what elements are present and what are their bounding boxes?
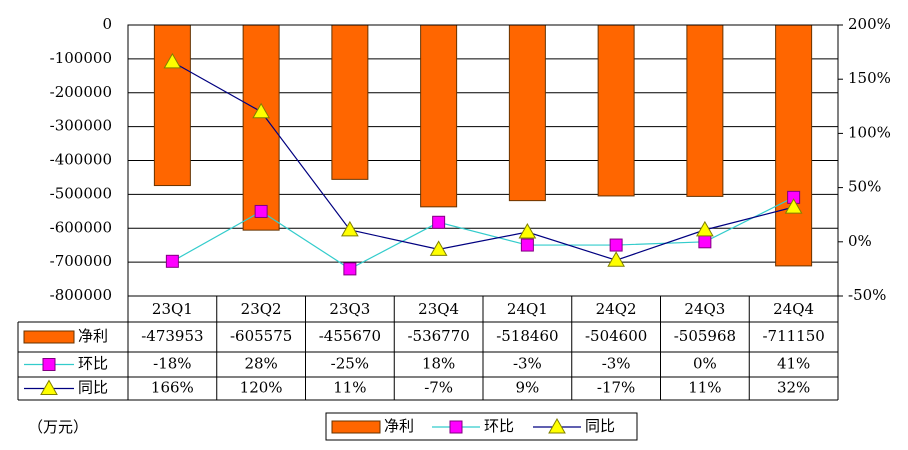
point [341,220,359,237]
y2-tick-label: -50% [848,286,886,304]
table-cell: -18% [153,355,191,373]
point [520,238,534,252]
y-tick-label: 0 [102,15,112,33]
table-legend-symbol-marker [42,358,56,371]
table-cell: -504600 [585,327,647,345]
table-cell: -711150 [762,327,824,345]
y-tick-label: -600000 [50,218,112,236]
point [429,240,448,256]
y2-tick-label: 200% [848,15,891,33]
point [254,204,268,218]
table-cell: -455670 [319,327,381,345]
table-cell: -518460 [496,327,558,345]
line [172,61,794,261]
table-legend-symbol-marker [40,379,58,395]
table-cell: -17% [597,379,635,397]
point [163,52,182,69]
legend-label: 环比 [484,417,514,435]
x-tick-label: 23Q4 [418,300,459,318]
table-cell: -473953 [141,327,203,345]
point [784,198,803,214]
table-cell: -605575 [230,327,292,345]
bar [775,24,813,267]
table-cell: 11% [688,379,721,397]
y2-tick-label: 100% [848,123,891,141]
legend-symbol [331,420,381,434]
table-row-label: 同比 [78,379,108,397]
table-cell: 9% [515,379,539,397]
x-tick-label: 24Q2 [596,300,637,318]
x-tick-label: 24Q3 [684,300,725,318]
table-cell: 41% [777,355,810,373]
line [172,196,794,270]
table-cell: 0% [693,355,717,373]
x-tick-label: 23Q1 [152,300,193,318]
point [698,235,712,249]
table-cell: -536770 [407,327,469,345]
legend-label: 净利 [384,417,414,435]
point [609,238,623,252]
table-cell: -505968 [674,327,736,345]
table-cell: 18% [422,355,455,373]
legend-symbol-marker [548,417,566,434]
table-row-label: 环比 [78,355,108,373]
table-cell: 32% [777,379,810,397]
y-tick-label: -800000 [50,286,112,304]
table-cell: -25% [331,355,369,373]
y-tick-label: -200000 [50,83,112,101]
bar [420,24,458,208]
table-cell: -7% [424,379,453,397]
y-tick-label: -500000 [50,184,112,202]
table-cell: 120% [240,379,283,397]
point [518,223,537,239]
x-tick-label: 23Q3 [329,300,370,318]
x-tick-label: 23Q2 [241,300,282,318]
legend-label: 同比 [585,417,615,435]
point [252,102,270,119]
table-cell: 28% [244,355,277,373]
bar [597,24,635,197]
y2-tick-label: 0% [848,232,872,250]
table-cell: -3% [602,355,631,373]
unit-note: （万元） [28,418,88,436]
table-row-label: 净利 [78,327,108,345]
point [343,262,357,276]
table-cell: 11% [333,379,366,397]
bar [153,24,191,187]
y-tick-label: -400000 [50,151,112,169]
x-tick-label: 24Q1 [507,300,548,318]
table-cell: -3% [513,355,542,373]
y2-tick-label: 150% [848,69,891,87]
y2-tick-label: 50% [848,178,881,196]
legend-symbol-marker [449,420,463,434]
bar [508,24,546,202]
point [432,215,446,229]
y-tick-label: -100000 [50,49,112,67]
bar [331,24,369,180]
y-tick-label: -300000 [50,117,112,135]
point [696,220,714,237]
table-legend-symbol [23,330,75,344]
point [607,251,625,267]
table-cell: 166% [151,379,194,397]
bar [686,24,724,197]
point [165,254,179,268]
x-tick-label: 24Q4 [773,300,814,318]
y-tick-label: -700000 [50,252,112,270]
